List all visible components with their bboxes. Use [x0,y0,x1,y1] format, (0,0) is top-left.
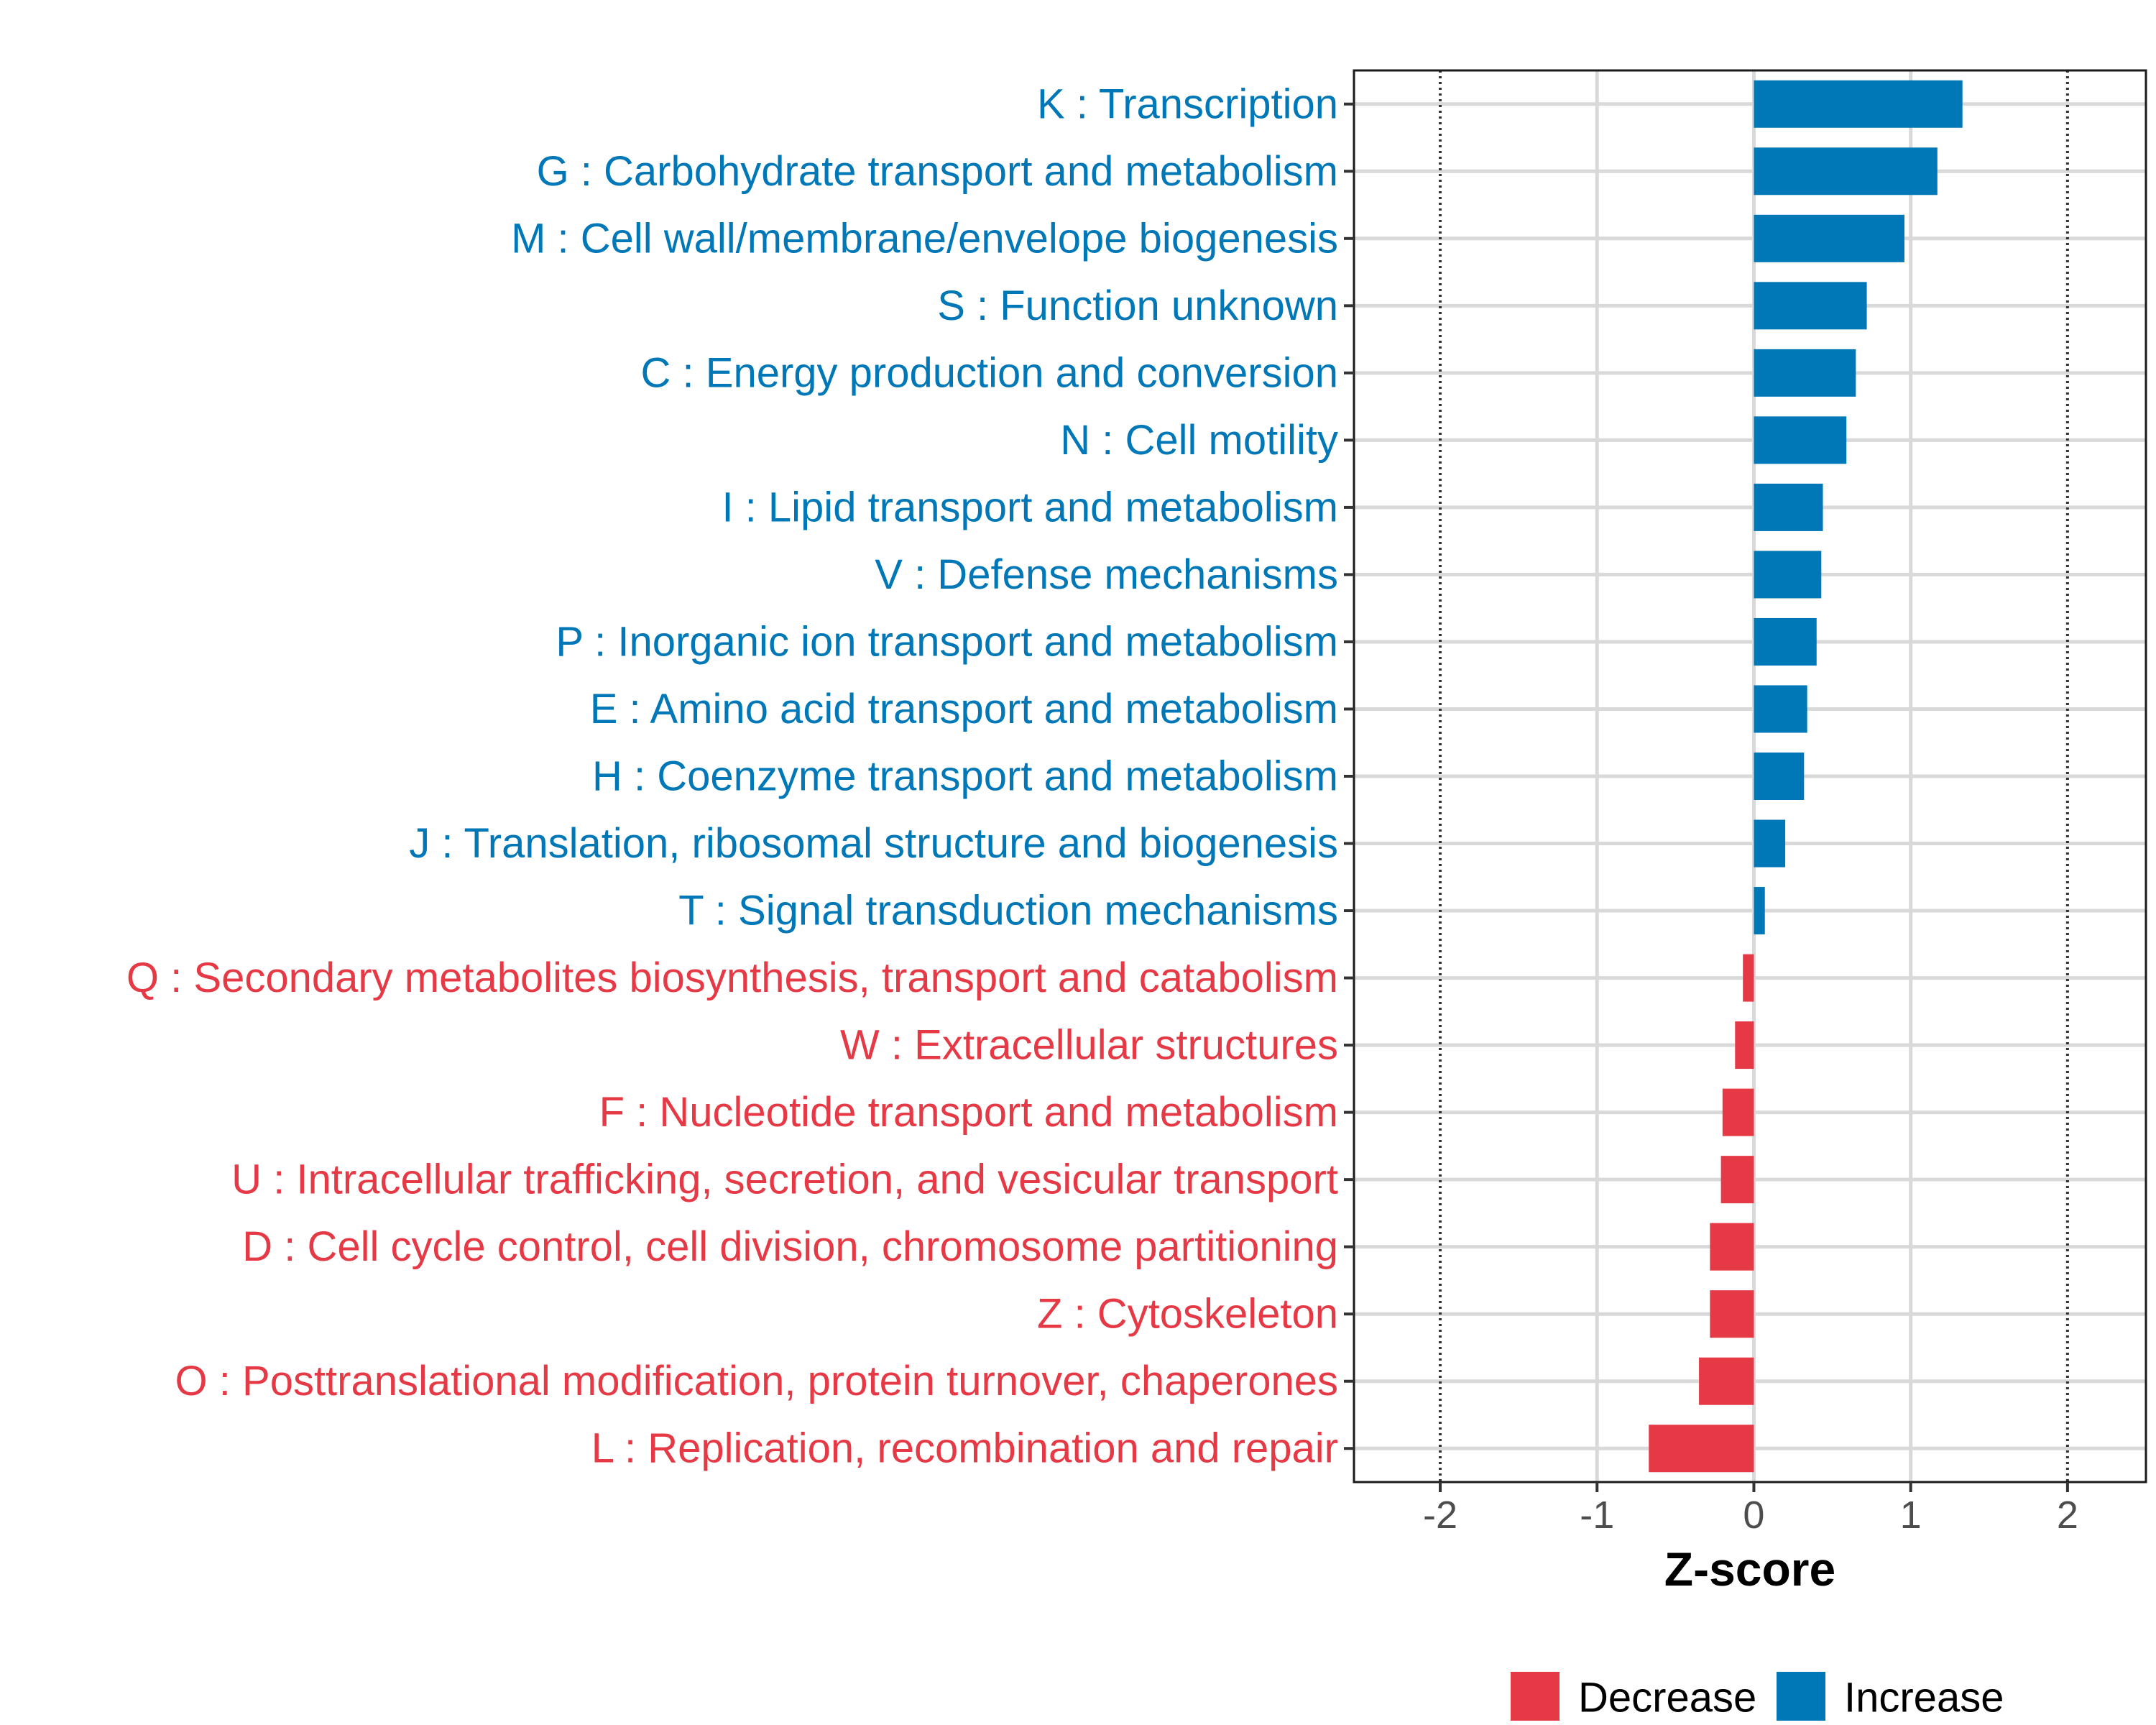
category-label: T : Signal transduction mechanisms [678,888,1338,934]
legend-label-increase: Increase [1844,1675,2004,1721]
category-label: I : Lipid transport and metabolism [722,484,1338,530]
bar-t [1754,887,1765,935]
x-tick-label: -1 [1580,1494,1614,1537]
bars-layer [1649,80,1963,1473]
category-label: M : Cell wall/membrane/envelope biogenes… [511,215,1338,262]
category-label: V : Defense mechanisms [875,551,1338,598]
category-label: H : Coenzyme transport and metabolism [592,753,1338,800]
legend-key-increase [1777,1672,1825,1721]
legend-key-decrease [1511,1672,1560,1721]
category-label: U : Intracellular trafficking, secretion… [231,1156,1338,1203]
bar-w [1735,1021,1754,1070]
category-label: D : Cell cycle control, cell division, c… [242,1223,1338,1270]
category-label: J : Translation, ribosomal structure and… [409,820,1338,867]
bar-z [1710,1290,1754,1338]
bar-s [1754,282,1867,330]
bar-g [1754,147,1938,196]
bar-e [1754,685,1807,733]
x-tick-label: 2 [2057,1494,2078,1537]
x-axis-title: Z-score [1664,1542,1835,1596]
bar-q [1743,954,1754,1002]
bar-m [1754,214,1904,262]
bar-n [1754,416,1847,464]
category-label: Z : Cytoskeleton [1037,1291,1338,1338]
x-tick-label: 1 [1900,1494,1922,1537]
bar-d [1710,1223,1754,1271]
legend-label-decrease: Decrease [1578,1675,1756,1721]
ticks-layer: -2 -1 0 1 2 [1344,102,2078,1537]
category-label: E : Amino acid transport and metabolism [590,686,1338,732]
x-tick-label: -2 [1423,1494,1457,1537]
category-label: G : Carbohydrate transport and metabolis… [537,148,1338,195]
bar-l [1649,1425,1754,1473]
bar-f [1722,1088,1754,1136]
category-label: N : Cell motility [1060,417,1338,464]
bar-o [1699,1357,1754,1405]
category-label: F : Nucleotide transport and metabolism [599,1089,1338,1136]
category-label: C : Energy production and conversion [641,349,1338,396]
category-label: K : Transcription [1037,80,1338,127]
bar-v [1754,551,1822,599]
bar-k [1754,80,1963,128]
bar-i [1754,483,1823,531]
category-label: L : Replication, recombination and repai… [591,1425,1338,1472]
bar-h [1754,753,1805,800]
bar-j [1754,819,1786,868]
category-labels: K : Transcription G : Carbohydrate transp… [126,80,1338,1471]
category-label: W : Extracellular structures [840,1022,1338,1069]
bar-p [1754,617,1817,666]
x-tick-label: 0 [1743,1494,1764,1537]
category-label: Q : Secondary metabolites biosynthesis, … [126,954,1338,1001]
legend: Decrease Increase [1511,1672,2004,1721]
bar-u [1720,1156,1754,1204]
category-label: P : Inorganic ion transport and metaboli… [556,618,1338,665]
category-label: O : Posttranslational modification, prot… [175,1358,1338,1404]
bar-c [1754,349,1856,397]
category-label: S : Function unknown [937,282,1338,329]
